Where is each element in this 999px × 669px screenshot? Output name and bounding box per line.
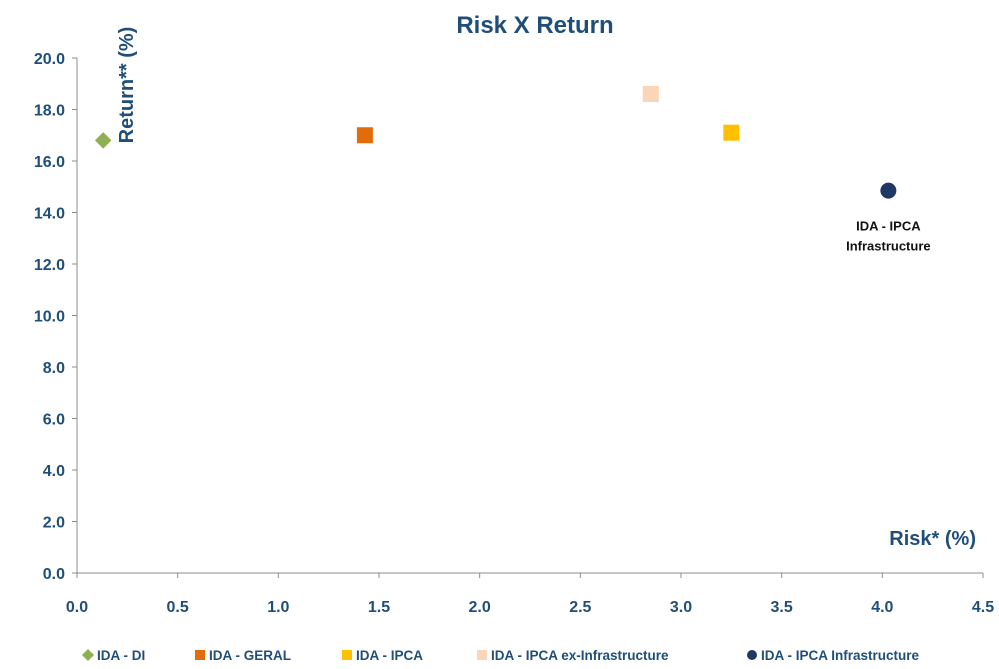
y-tick-label: 6.0	[43, 412, 65, 429]
data-point	[723, 124, 740, 141]
data-points	[94, 86, 897, 199]
y-tick-label: 20.0	[34, 51, 65, 68]
annotations: IDA - IPCA Infrastructure	[846, 219, 931, 254]
point-annotation: IDA - IPCA	[856, 219, 921, 234]
y-axis-title: Return** (%)	[116, 27, 138, 144]
data-point	[642, 86, 659, 103]
x-tick-label: 2.5	[569, 599, 591, 616]
legend-marker	[195, 650, 205, 660]
y-tick-label: 16.0	[34, 154, 65, 171]
x-tick-label: 3.0	[670, 599, 692, 616]
x-tick-label: 4.0	[871, 599, 893, 616]
y-tick-label: 4.0	[43, 463, 65, 480]
legend-label: IDA - IPCA	[356, 648, 423, 663]
data-point	[94, 132, 112, 149]
legend-marker	[747, 650, 757, 660]
axes	[72, 57, 984, 578]
y-tick-label: 2.0	[43, 515, 65, 532]
y-tick-label: 10.0	[34, 309, 65, 326]
x-tick-label: 0.5	[167, 599, 189, 616]
y-tick-label: 0.0	[43, 566, 65, 583]
y-tick-label: 18.0	[34, 103, 65, 120]
x-tick-label: 1.0	[267, 599, 289, 616]
x-tick-label: 0.0	[66, 599, 88, 616]
legend-marker	[477, 650, 487, 660]
legend-marker	[342, 650, 352, 660]
legend-label: IDA - DI	[97, 648, 145, 663]
legend: IDA - DI IDA - GERAL IDA - IPCA IDA - IPCA …	[81, 648, 920, 663]
y-tick-label: 12.0	[34, 257, 65, 274]
y-tick-label: 14.0	[34, 206, 65, 223]
data-point	[880, 182, 897, 199]
x-axis-title: Risk* (%)	[889, 528, 976, 550]
data-point	[356, 127, 373, 144]
legend-label: IDA - IPCA Infrastructure	[761, 648, 920, 663]
x-tick-label: 4.5	[972, 599, 994, 616]
point-annotation: Infrastructure	[846, 239, 931, 254]
legend-label: IDA - IPCA ex-Infrastructure	[491, 648, 669, 663]
y-tick-labels: 0.0 2.0 4.0 6.0 8.0 10.0 12.0 14.0 16.0 18.0 20.0	[34, 51, 65, 583]
x-tick-label: 1.5	[368, 599, 390, 616]
legend-label: IDA - GERAL	[209, 648, 291, 663]
x-tick-labels: 0.0 0.5 1.0 1.5 2.0 2.5 3.0 3.5 4.0 4.5	[66, 599, 994, 616]
chart-title: Risk X Return	[456, 12, 613, 39]
x-tick-label: 3.5	[771, 599, 793, 616]
x-tick-label: 2.0	[469, 599, 491, 616]
y-tick-label: 8.0	[43, 360, 65, 377]
legend-marker	[81, 648, 95, 662]
